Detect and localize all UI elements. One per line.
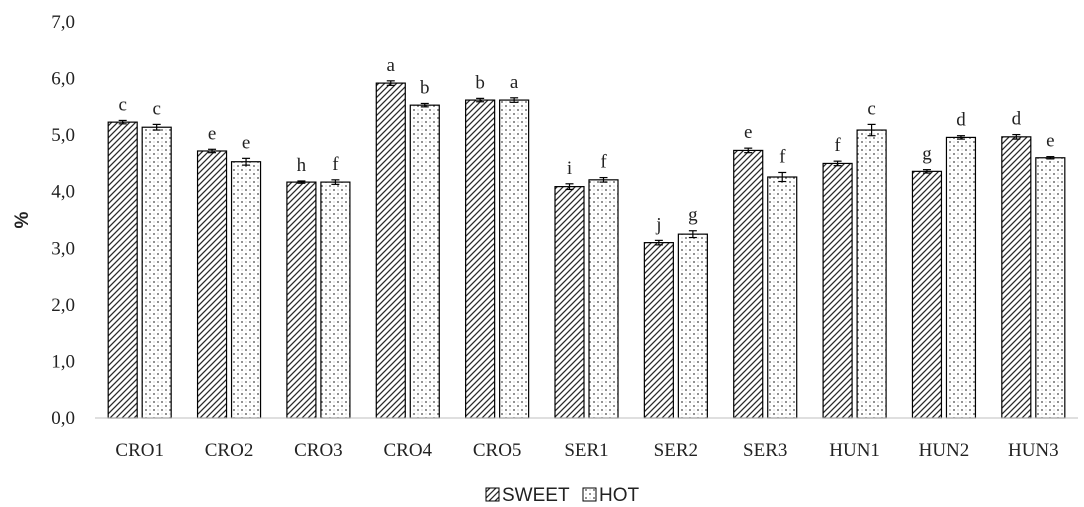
significance-letter: a	[510, 72, 519, 93]
significance-letter: f	[834, 135, 841, 156]
legend-swatch-sweet	[485, 487, 500, 502]
x-tick-label: SER1	[564, 440, 608, 461]
significance-letter: e	[242, 132, 250, 153]
error-bar	[242, 157, 251, 166]
bar-hot	[767, 176, 798, 419]
bar-hot	[856, 129, 887, 419]
significance-letter: d	[956, 110, 966, 131]
error-bar	[599, 176, 608, 183]
bar-sweet	[107, 121, 138, 419]
bar-hot	[588, 179, 619, 419]
error-bar	[956, 135, 965, 140]
y-tick-label: 0,0	[51, 408, 75, 429]
x-tick-label: CRO2	[205, 440, 254, 461]
x-tick-label: CRO4	[383, 440, 432, 461]
error-bar	[744, 147, 753, 154]
y-axis-title: %	[12, 211, 33, 228]
error-bar	[476, 97, 485, 103]
error-bar	[297, 180, 306, 184]
bar-hot	[945, 136, 977, 419]
significance-letter: c	[118, 94, 126, 115]
bar-hot	[141, 126, 172, 419]
significance-letter: b	[475, 72, 485, 93]
legend: SWEET HOT	[485, 485, 640, 506]
bar-sweet	[196, 150, 228, 419]
error-bar	[331, 179, 340, 185]
y-tick-label: 4,0	[51, 182, 75, 203]
bar-sweet	[911, 170, 943, 419]
error-bar	[833, 160, 842, 167]
x-tick-label: HUN3	[1008, 440, 1059, 461]
x-tick-label: SER2	[654, 440, 698, 461]
bar-hot	[409, 104, 440, 419]
error-bar	[420, 102, 429, 108]
x-axis-labels: CRO1 CRO2 CRO3 CRO4 CRO5 SER1 SER2 SER3 HUN1 HUN2…	[115, 440, 1058, 461]
y-tick-label: 1,0	[51, 351, 75, 372]
error-bar	[867, 123, 876, 137]
x-tick-label: CRO3	[294, 440, 343, 461]
legend-label-sweet: SWEET	[502, 485, 570, 506]
bar-sweet	[465, 99, 496, 419]
y-tick-label: 3,0	[51, 238, 75, 259]
bar-hot	[320, 181, 351, 419]
significance-letter: h	[297, 155, 307, 176]
x-tick-label: HUN2	[919, 440, 970, 461]
bar-hot	[677, 233, 708, 419]
significance-letter: g	[688, 205, 698, 226]
legend-item-sweet: SWEET	[485, 485, 570, 506]
x-tick-label: CRO1	[115, 440, 164, 461]
error-bar	[208, 148, 217, 154]
significance-letter: e	[1046, 131, 1054, 152]
significance-letter: e	[744, 122, 752, 143]
significance-letter: e	[208, 123, 216, 144]
y-tick-label: 6,0	[51, 69, 75, 90]
legend-swatch-hot	[582, 487, 597, 502]
error-bar	[152, 123, 161, 131]
significance-letter: d	[1012, 109, 1022, 130]
bar-sweet	[1001, 136, 1032, 419]
x-tick-label: CRO5	[473, 440, 522, 461]
x-tick-label: HUN1	[829, 440, 880, 461]
error-bar	[1012, 133, 1021, 140]
error-bar	[654, 239, 663, 246]
bar-sweet	[554, 186, 585, 419]
bar-hot	[230, 161, 262, 419]
legend-label-hot: HOT	[599, 485, 640, 506]
bar-sweet	[643, 242, 674, 419]
y-axis-ticks: 0,0 1,0 2,0 3,0 4,0 5,0 6,0 7,0	[51, 12, 75, 429]
error-bar	[118, 119, 127, 125]
error-bar	[922, 169, 931, 174]
bars-group	[107, 80, 1066, 419]
y-tick-label: 7,0	[51, 12, 75, 33]
y-tick-label: 2,0	[51, 295, 75, 316]
error-bar	[688, 230, 697, 239]
error-bar	[510, 97, 519, 103]
bar-hot	[1035, 157, 1066, 419]
significance-letter: b	[420, 77, 430, 98]
x-tick-label: SER3	[743, 440, 787, 461]
bar-sweet	[286, 181, 317, 419]
bar-sweet	[822, 162, 853, 419]
y-tick-label: 5,0	[51, 125, 75, 146]
significance-letter: f	[600, 152, 607, 173]
legend-item-hot: HOT	[582, 485, 640, 506]
significance-letter: j	[655, 214, 661, 235]
significance-letter: c	[867, 98, 875, 119]
error-bar	[565, 183, 574, 191]
bar-hot	[499, 99, 530, 419]
significance-letter: f	[332, 154, 339, 175]
significance-letter: i	[567, 158, 572, 179]
error-bar	[778, 171, 787, 183]
bar-sweet	[733, 149, 764, 419]
significance-letter: g	[922, 144, 932, 165]
significance-letter: f	[779, 146, 786, 167]
bar-sweet	[375, 82, 406, 419]
error-bar	[386, 80, 395, 86]
significance-letter: c	[152, 98, 160, 119]
significance-letter: a	[387, 55, 396, 76]
significance-labels: c c e e h f a b b a i f j g e f f c g d d e	[118, 55, 1054, 236]
error-bar	[1046, 156, 1055, 160]
